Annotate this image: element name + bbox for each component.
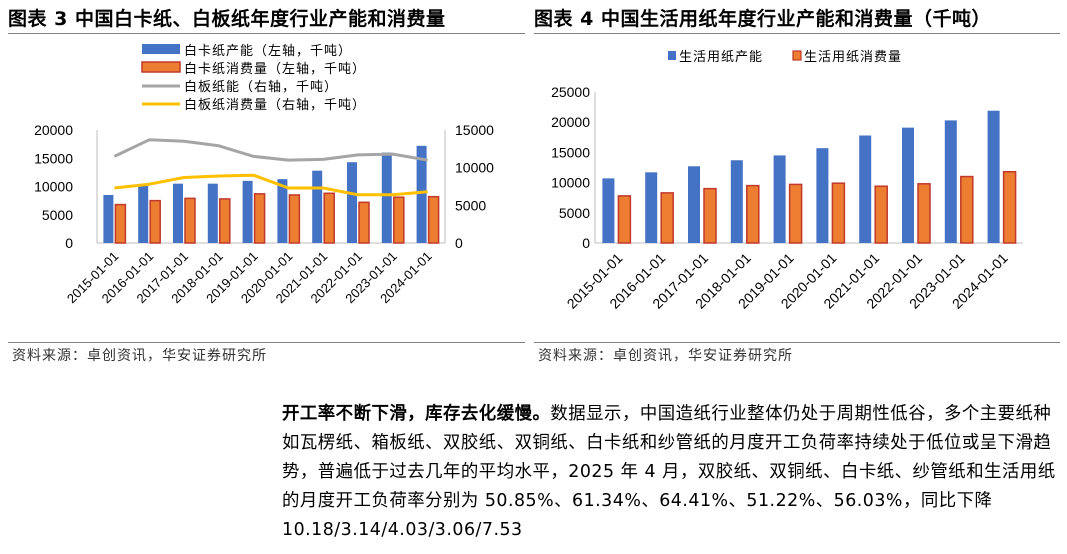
bar	[874, 185, 888, 244]
bar	[773, 155, 786, 243]
figure4-title-rule	[534, 33, 1060, 34]
bar	[184, 197, 196, 244]
y-tick-label-right: 0	[455, 235, 463, 251]
bar	[277, 179, 288, 243]
bar	[944, 120, 957, 243]
bar	[902, 127, 914, 243]
bar	[114, 203, 127, 244]
bar	[253, 193, 266, 244]
figure4-source-rule	[534, 342, 1060, 343]
series-line	[114, 173, 428, 197]
bar	[602, 178, 615, 243]
paragraph-lead: 开工率不断下滑，库存去化缓慢。	[282, 404, 551, 424]
y-tick-label-left: 15000	[34, 150, 73, 166]
legend-label: 白卡纸产能（左轴，千吨）	[184, 43, 352, 58]
y-tick-label-right: 15000	[455, 122, 494, 138]
bar	[617, 195, 632, 244]
paragraph-body: 数据显示，中国造纸行业整体仍处于周期性低谷，多个主要纸种如瓦楞纸、箱板纸、双胶纸…	[282, 404, 1056, 540]
chart-figure4: 05000100001500020000250002015-01-012016-…	[551, 49, 1023, 312]
bar	[831, 182, 846, 244]
bar	[416, 145, 427, 243]
bar	[730, 160, 743, 243]
y-tick-label-left: 20000	[34, 122, 73, 138]
bar	[1002, 170, 1017, 244]
bar	[358, 201, 370, 244]
body-paragraph: 开工率不断下滑，库存去化缓慢。数据显示，中国造纸行业整体仍处于周期性低谷，多个主…	[282, 400, 1062, 545]
bar	[688, 166, 700, 243]
bar	[816, 148, 829, 243]
bar	[987, 110, 1000, 243]
y-tick-label: 15000	[551, 144, 590, 160]
bar	[917, 183, 931, 244]
legend-swatch	[792, 50, 802, 61]
bar	[645, 172, 658, 243]
series-line	[113, 138, 428, 162]
y-tick-label-left: 5000	[42, 207, 73, 223]
y-tick-label: 10000	[551, 175, 590, 191]
bar	[393, 196, 405, 244]
y-tick-label: 0	[582, 235, 590, 251]
y-tick-label: 20000	[551, 114, 590, 130]
figure3-title-rule	[8, 33, 525, 34]
bar	[219, 198, 231, 244]
bar	[138, 185, 149, 243]
bar	[381, 152, 392, 243]
bar	[960, 175, 974, 244]
y-tick-label-left: 0	[65, 235, 73, 251]
legend-swatch	[141, 61, 181, 73]
figure3-source-rule	[8, 342, 525, 343]
legend-label: 白板纸能（右轴，千吨）	[184, 79, 338, 94]
legend-label: 白卡纸消费量（左轴，千吨）	[184, 61, 366, 76]
bar	[288, 194, 301, 244]
bar	[788, 183, 803, 244]
legend-label: 生活用纸消费量	[804, 49, 902, 64]
bar	[323, 192, 335, 244]
y-tick-label-left: 10000	[34, 179, 73, 195]
bar	[427, 195, 440, 244]
bar	[103, 194, 114, 243]
bar	[242, 180, 253, 243]
chart-figure3: 050001000015000200000500010000150002015-…	[34, 43, 494, 306]
bar	[746, 184, 760, 244]
y-tick-label: 5000	[559, 205, 590, 221]
legend-label: 生活用纸产能	[679, 49, 763, 64]
bar	[703, 187, 717, 244]
bar	[312, 170, 323, 243]
bar	[149, 199, 161, 244]
figure4-source: 资料来源：卓创资讯，华安证券研究所	[538, 348, 793, 364]
legend-label: 白板纸消费量（右轴，千吨）	[184, 97, 366, 112]
figure3-source: 资料来源：卓创资讯，华安证券研究所	[12, 348, 267, 364]
bar	[660, 192, 674, 244]
legend-swatch	[668, 51, 676, 60]
figure3-title: 图表 3 中国白卡纸、白板纸年度行业产能和消费量	[8, 8, 446, 30]
bar	[859, 135, 872, 243]
bar	[347, 162, 357, 243]
legend-swatch	[142, 44, 180, 54]
figure4-title: 图表 4 中国生活用纸年度行业产能和消费量（千吨）	[534, 8, 991, 30]
y-tick-label-right: 10000	[455, 160, 494, 176]
bar	[173, 183, 183, 243]
y-tick-label-right: 5000	[455, 197, 486, 213]
bar	[207, 183, 218, 243]
y-tick-label: 25000	[551, 84, 590, 100]
